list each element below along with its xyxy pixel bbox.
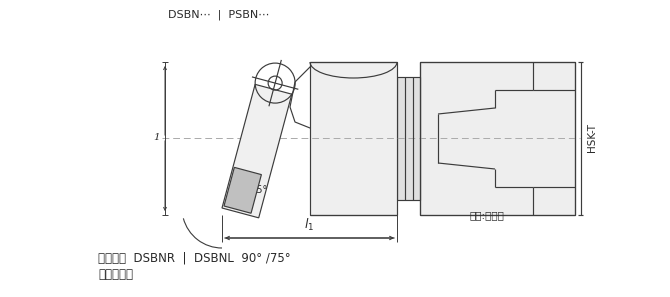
Text: DSBN⋯  |  PSBN⋯: DSBN⋯ | PSBN⋯ [168, 10, 269, 20]
Polygon shape [310, 62, 397, 215]
Polygon shape [224, 168, 261, 213]
Text: 1: 1 [153, 133, 160, 143]
Text: 75°: 75° [250, 185, 267, 195]
Text: 车刀刀体  DSBNR  |  DSBNL  90° /75°: 车刀刀体 DSBNR | DSBNL 90° /75° [98, 252, 291, 265]
Polygon shape [420, 62, 575, 215]
Text: 视图:右款式: 视图:右款式 [470, 210, 505, 220]
Text: 负前角刀片: 负前角刀片 [98, 268, 133, 281]
Polygon shape [222, 84, 292, 218]
Text: $l_1$: $l_1$ [304, 217, 315, 233]
Text: HSK-T: HSK-T [587, 124, 597, 152]
Polygon shape [397, 77, 420, 200]
